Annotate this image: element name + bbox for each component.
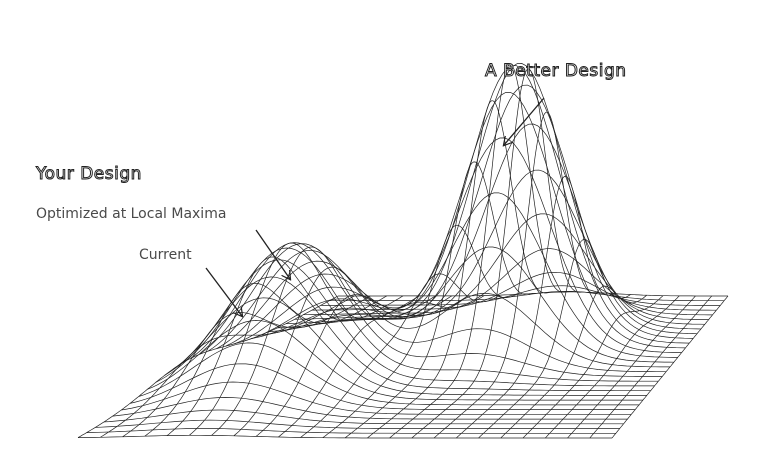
mesh-column-line (255, 294, 469, 437)
label-better-design: A Better Design (485, 61, 627, 82)
mesh-row-line (86, 428, 616, 434)
mesh-column-line (322, 224, 517, 438)
mesh-column-line (367, 100, 550, 439)
mesh-column-line (411, 68, 582, 439)
label-your-design: Your Design (36, 164, 142, 185)
mesh-row-line (147, 320, 643, 401)
mesh-row-line (285, 169, 705, 325)
mesh-column-line (344, 161, 534, 439)
mesh-column-line (166, 256, 404, 436)
mesh-column-line (611, 295, 729, 439)
mesh-column-line (144, 282, 387, 437)
mesh-column-line (233, 266, 452, 437)
mesh-column-line (389, 64, 566, 439)
mesh-column-line (278, 295, 485, 438)
mesh-column-line (567, 295, 696, 439)
mesh-row-line (95, 419, 620, 429)
mesh-column-line (478, 238, 631, 439)
mesh-column-line (211, 246, 436, 436)
mesh-column-line (456, 175, 615, 439)
mesh-column-line (300, 273, 501, 438)
mesh-column-line (433, 111, 599, 439)
mesh-row-line (242, 91, 686, 349)
mesh-column-line (500, 285, 648, 439)
mesh-row-line (112, 397, 628, 420)
arrow-better-design (504, 97, 545, 145)
mesh-column-line (545, 295, 680, 439)
arrow-current (205, 267, 242, 316)
mesh-row-line (233, 137, 682, 353)
mesh-row-line (259, 63, 694, 339)
label-optimized: Optimized at Local Maxima (36, 206, 227, 222)
label-current: Current (139, 247, 192, 263)
mesh-row-line (312, 271, 717, 311)
mesh-column-line (522, 295, 664, 439)
arrow-optimized (255, 229, 290, 279)
mesh-column-line (122, 295, 371, 438)
mesh-column-line (77, 295, 339, 438)
mesh-column-line (589, 295, 713, 439)
mesh-column-line (100, 295, 355, 438)
